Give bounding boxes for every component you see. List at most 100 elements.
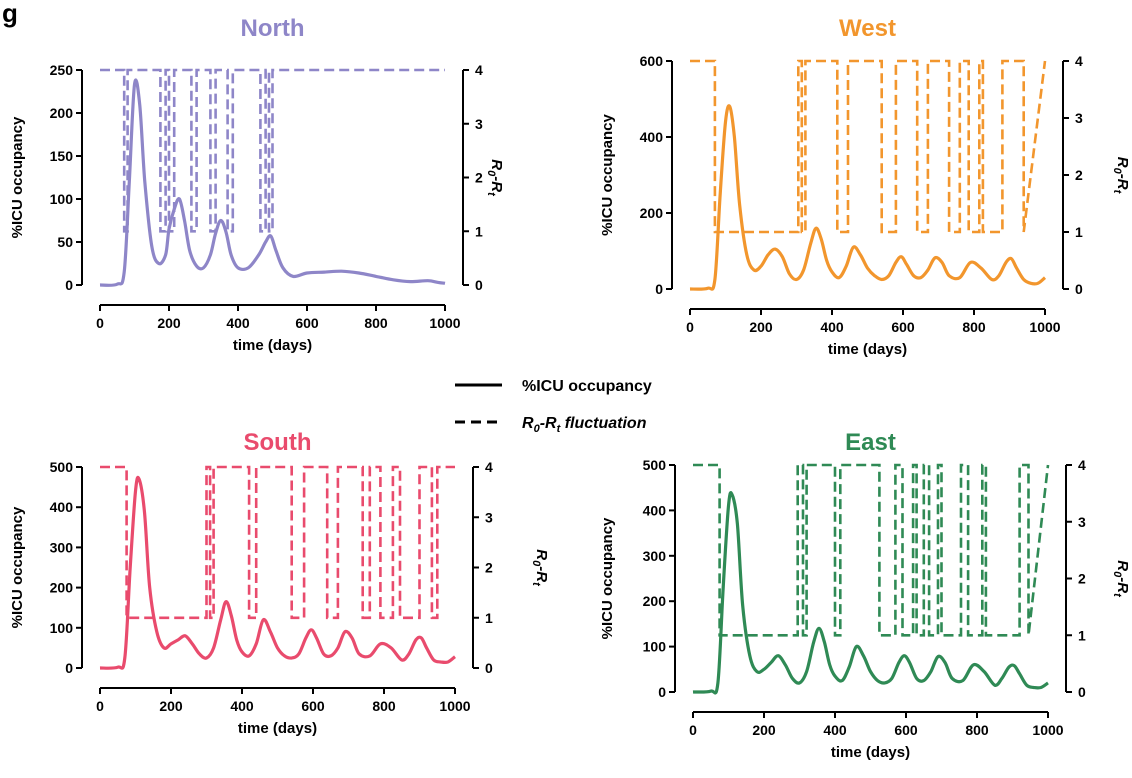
y2-axis-label: R0-Rt [485,159,505,197]
y2-axis-label: R0-Rt [530,549,550,587]
icu-occupancy-line [692,491,1049,695]
x-axis-label: time (days) [831,744,910,761]
x-tick-label: 1000 [429,315,460,331]
x-tick-label: 800 [965,722,989,738]
y2-tick-label: 3 [485,509,493,525]
x-tick-label: 0 [96,315,104,331]
r0-rt-dashed-line [100,465,455,620]
y2-tick-label: 1 [1075,224,1083,240]
y2-tick-label: 1 [485,610,493,626]
x-axis-label: time (days) [828,341,907,358]
x-tick-label: 600 [891,319,915,335]
y2-tick-label: 0 [475,277,483,293]
y-tick-label: 200 [643,593,667,609]
y2-tick-label: 0 [1075,281,1083,297]
r0-rt-dashed-line [693,463,1050,637]
x-tick-label: 200 [752,722,776,738]
y2-tick-label: 1 [1078,627,1086,643]
y2-tick-label: 1 [475,223,483,239]
y-tick-label: 400 [640,129,664,145]
x-tick-label: 800 [372,698,396,714]
y-tick-label: 400 [643,502,667,518]
y-axis-label: %ICU occupancy [599,517,616,639]
x-tick-label: 1000 [439,698,470,714]
r0-rt-dashed-line [100,68,445,233]
chart-title: South [244,429,312,456]
y2-tick-label: 0 [485,660,493,676]
chart-title: East [845,429,896,456]
y-tick-label: 400 [50,499,74,515]
y2-tick-label: 2 [1078,571,1086,587]
chart-south: South 0 100 200 300 400 500 %ICU occupancy 0 1 2 3 4… [9,429,550,737]
x-tick-label: 800 [962,319,986,335]
legend-solid-label: %ICU occupancy [522,378,652,395]
chart-north: North 0 50 100 150 200 250 %ICU occupancy 0 1 2 3 4 R… [9,15,505,354]
icu-occupancy-line [99,475,457,670]
y2-tick-label: 2 [1075,167,1083,183]
y-tick-label: 300 [50,539,74,555]
r0-rt-dashed-line [690,59,1047,234]
x-tick-label: 200 [159,698,183,714]
y-tick-label: 250 [50,62,74,78]
x-tick-label: 400 [820,319,844,335]
y2-tick-label: 3 [475,116,483,132]
x-tick-label: 1000 [1032,722,1063,738]
y-tick-label: 100 [50,620,74,636]
y2-tick-label: 4 [1078,457,1086,473]
legend-dashed-label: R0-Rt fluctuation [522,415,647,435]
y-axis-label: %ICU occupancy [599,113,616,235]
chart-title: North [241,15,305,42]
icu-occupancy-line [689,104,1047,291]
y-tick-label: 100 [50,191,74,207]
icu-occupancy-line [99,78,446,287]
x-tick-label: 200 [157,315,181,331]
chart-title: West [839,15,896,42]
y-tick-label: 0 [655,281,663,297]
y-tick-label: 500 [50,459,74,475]
x-axis-label: time (days) [238,720,317,737]
y-tick-label: 600 [640,53,664,69]
x-tick-label: 600 [894,722,918,738]
x-tick-label: 600 [295,315,319,331]
y-tick-label: 100 [643,639,667,655]
y-axis-label: %ICU occupancy [9,506,26,628]
y2-axis-label: R0-Rt [1111,157,1131,195]
x-tick-label: 1000 [1029,319,1060,335]
y2-tick-label: 4 [1075,53,1083,69]
y-tick-label: 200 [640,205,664,221]
y2-tick-label: 3 [1075,110,1083,126]
x-tick-label: 400 [226,315,250,331]
y-tick-label: 0 [658,684,666,700]
y-tick-label: 300 [643,548,667,564]
chart-west: West 0 200 400 600 %ICU occupancy 0 1 2 3 4 R0-Rt 0 2… [599,15,1131,358]
y-tick-label: 200 [50,580,74,596]
x-tick-label: 600 [301,698,325,714]
x-axis-label: time (days) [233,337,312,354]
y2-tick-label: 4 [475,62,483,78]
chart-east: East 0 100 200 300 400 500 %ICU occupancy 0 1 2 3 4 R… [599,429,1131,761]
x-tick-label: 400 [230,698,254,714]
y2-axis-label: R0-Rt [1111,560,1131,598]
y-tick-label: 500 [643,457,667,473]
y2-tick-label: 0 [1078,684,1086,700]
y-tick-label: 50 [57,234,73,250]
y2-tick-label: 2 [475,170,483,186]
x-tick-label: 200 [749,319,773,335]
x-tick-label: 0 [96,698,104,714]
y-tick-label: 0 [65,660,73,676]
x-tick-label: 800 [364,315,388,331]
x-tick-label: 0 [686,319,694,335]
y-tick-label: 200 [50,105,74,121]
x-tick-label: 0 [689,722,697,738]
y-axis-label: %ICU occupancy [9,116,26,238]
legend: %ICU occupancy R0-Rt fluctuation [455,378,652,435]
y2-tick-label: 3 [1078,514,1086,530]
y2-tick-label: 4 [485,459,493,475]
figure-label: g [2,0,18,28]
x-tick-label: 400 [823,722,847,738]
y2-tick-label: 2 [485,560,493,576]
y-tick-label: 150 [50,148,74,164]
y-tick-label: 0 [65,277,73,293]
